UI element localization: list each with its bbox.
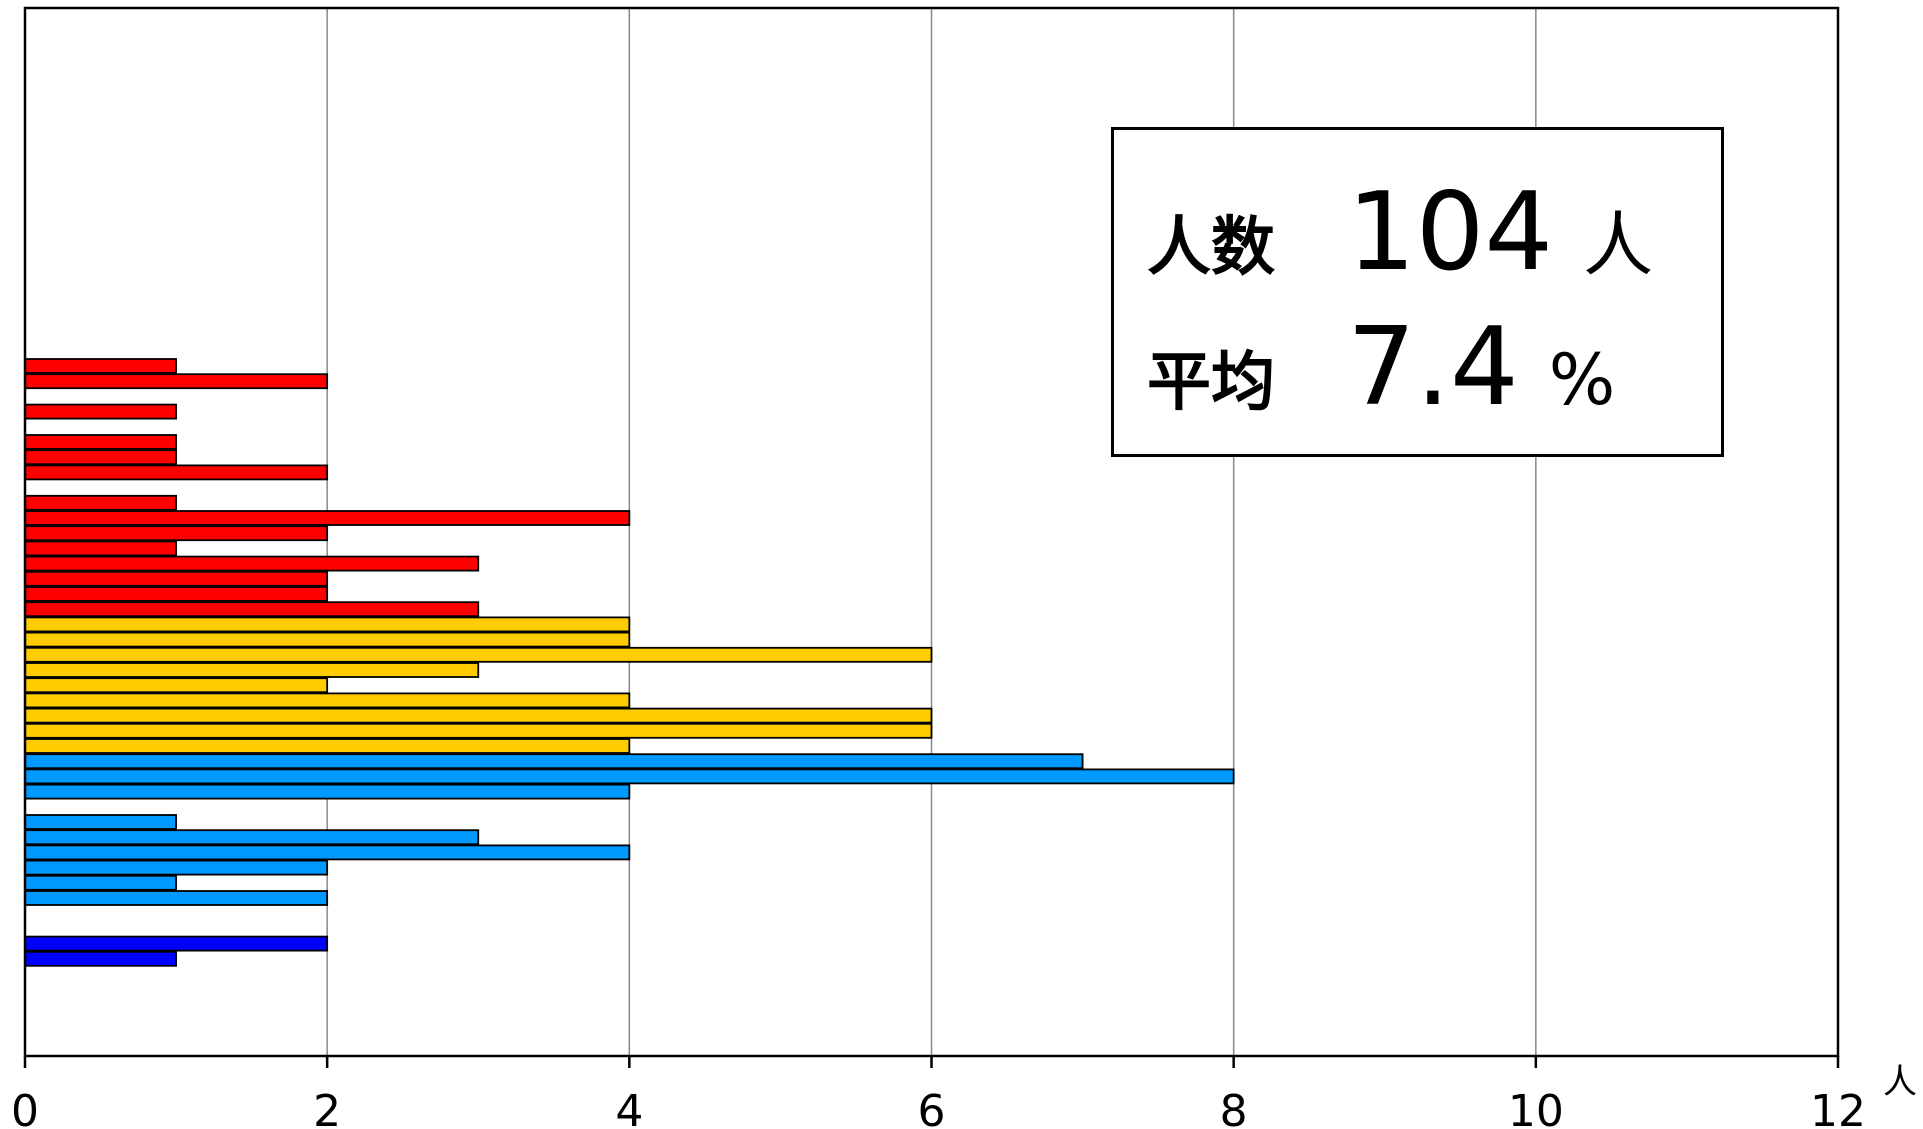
bars [24, 358, 1235, 967]
bar-21 [24, 677, 329, 694]
bar-0 [24, 358, 177, 374]
bar-39 [24, 950, 177, 967]
bar-34 [24, 874, 177, 891]
bar-1 [24, 373, 329, 390]
x-tick-label-2: 2 [313, 1086, 341, 1129]
bar-19 [24, 646, 933, 663]
bar-23 [24, 707, 933, 724]
bar-11 [24, 525, 329, 542]
bar-10 [24, 510, 631, 526]
bar-32 [24, 844, 631, 861]
bar-12 [24, 540, 177, 557]
bar-28 [24, 783, 631, 800]
bar-33 [24, 859, 329, 876]
bar-3 [24, 403, 177, 420]
count-key: 人数 [1147, 211, 1275, 285]
bar-14 [24, 570, 329, 587]
x-tick-label-12: 12 [1810, 1086, 1866, 1129]
count-unit: 人 [1583, 204, 1654, 286]
bar-27 [24, 768, 1235, 785]
x-axis-unit-label: 人 [1883, 1062, 1917, 1102]
bar-35 [24, 890, 329, 906]
bar-7 [24, 464, 329, 481]
bar-24 [24, 722, 933, 739]
average-key: 平均 [1147, 346, 1275, 420]
x-tick-label-4: 4 [615, 1086, 643, 1129]
tick-labels: 0 2 4 6 8 10 12 [11, 1086, 1866, 1129]
x-tick-label-6: 6 [918, 1086, 946, 1129]
bar-38 [24, 935, 329, 952]
bar-25 [24, 738, 631, 754]
bar-20 [24, 662, 480, 678]
x-tick-label-0: 0 [11, 1086, 39, 1129]
summary-box: 人数 104 人 平均 7.4 % [1111, 127, 1724, 457]
bar-30 [24, 814, 177, 830]
bar-26 [24, 753, 1084, 770]
count-row: 人数 104 人 [1147, 170, 1653, 295]
bar-31 [24, 829, 480, 846]
bar-22 [24, 692, 631, 709]
axes [23, 6, 1840, 1068]
x-tick-label-10: 10 [1508, 1086, 1564, 1129]
bar-18 [24, 631, 631, 648]
bar-13 [24, 555, 480, 572]
average-unit: % [1548, 339, 1616, 421]
bar-16 [24, 601, 480, 618]
average-row: 平均 7.4 % [1147, 305, 1615, 430]
bar-5 [24, 434, 177, 450]
bar-9 [24, 494, 177, 511]
bar-6 [24, 449, 177, 466]
bar-17 [24, 616, 631, 633]
x-tick-label-8: 8 [1220, 1086, 1248, 1129]
average-value: 7.4 [1347, 305, 1519, 430]
count-value: 104 [1347, 170, 1554, 295]
bar-15 [24, 586, 329, 602]
